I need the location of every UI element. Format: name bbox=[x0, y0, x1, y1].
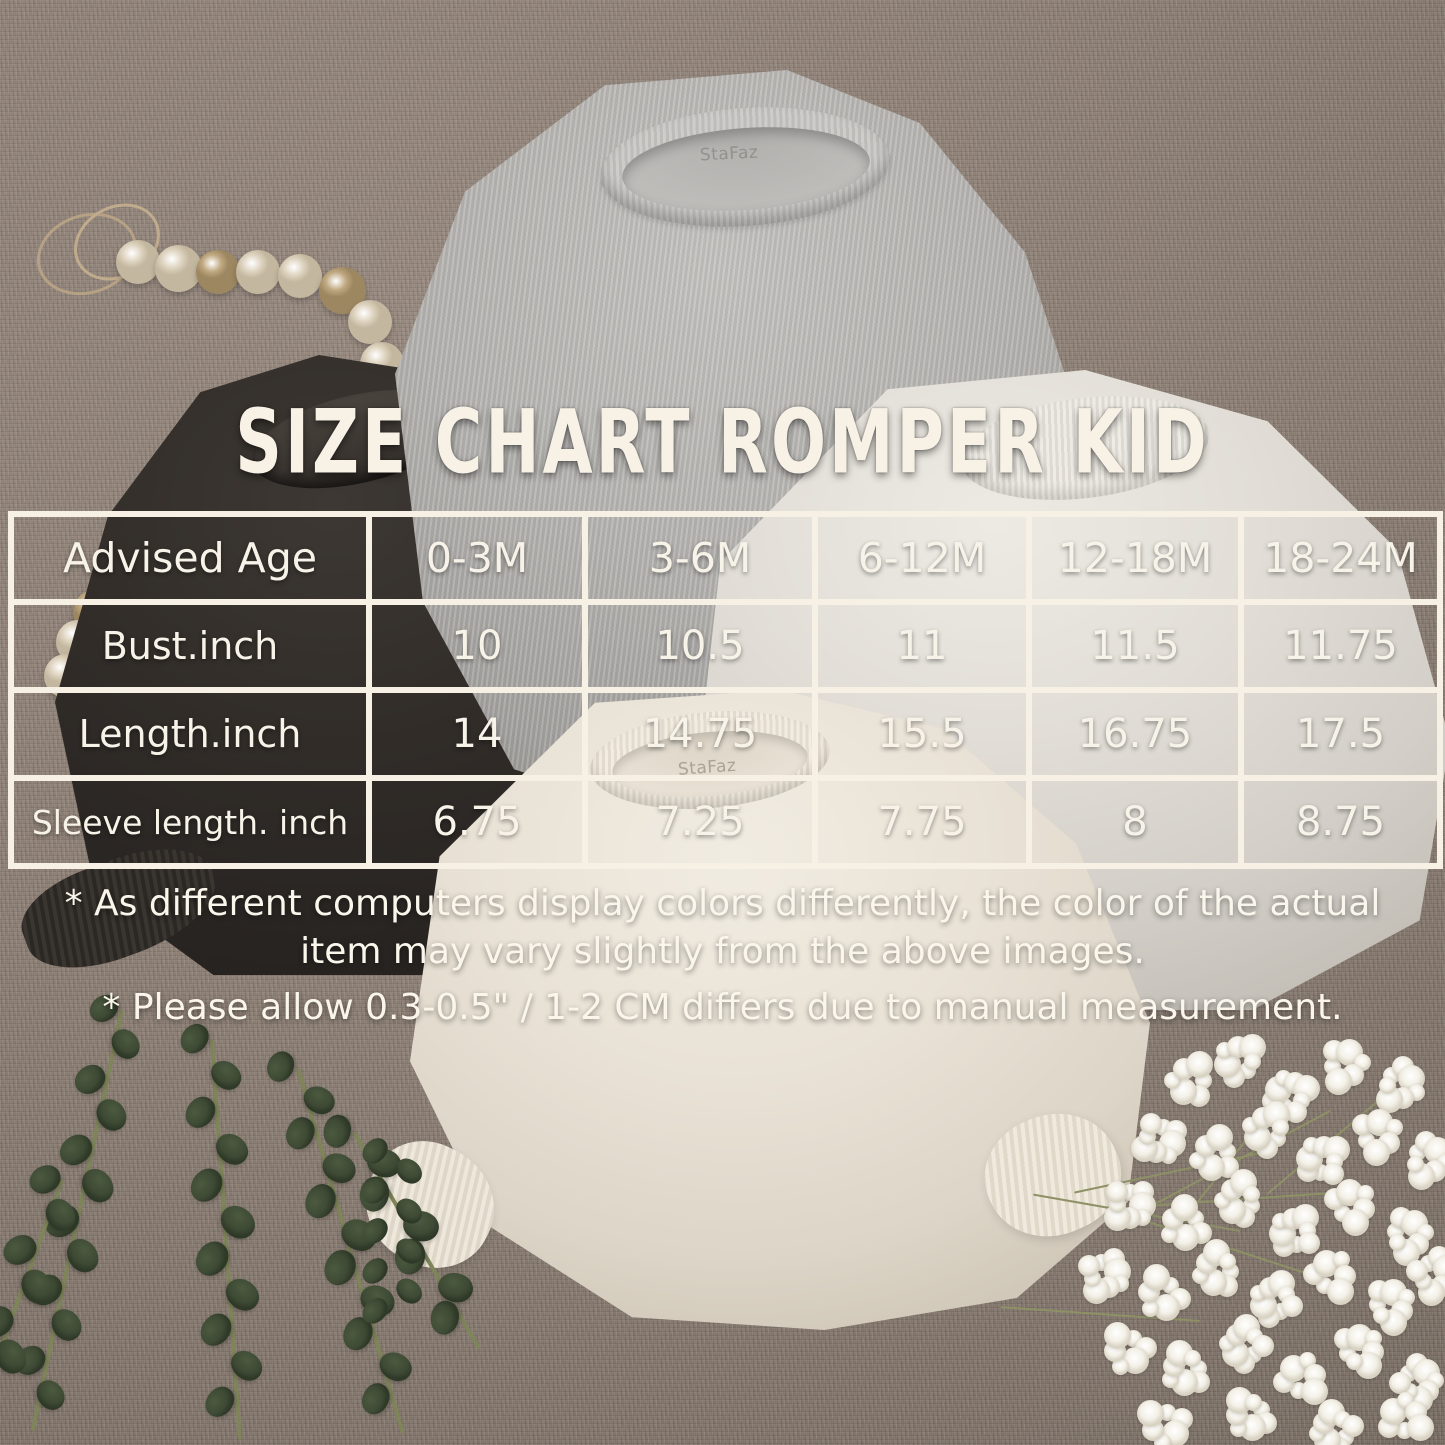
babys-breath-floret bbox=[1388, 1233, 1406, 1251]
note-color-line-1: * As different computers display colors … bbox=[64, 883, 1381, 924]
babys-breath-floret bbox=[1362, 1139, 1390, 1167]
babys-breath-floret bbox=[1161, 1226, 1179, 1244]
cell-age-18-24m: 18-24M bbox=[1238, 511, 1443, 605]
cell-age-6-12m: 6-12M bbox=[812, 511, 1032, 605]
babys-breath-floret bbox=[1333, 1251, 1351, 1269]
row-label-bust: Bust.inch bbox=[8, 599, 372, 693]
cell-bust-6-12m: 11 bbox=[812, 599, 1032, 693]
cell-sleeve-6-12m: 7.75 bbox=[812, 775, 1032, 869]
babys-breath-floret bbox=[1111, 1357, 1129, 1375]
babys-breath-floret bbox=[1432, 1254, 1445, 1282]
babys-breath-floret bbox=[1285, 1100, 1308, 1123]
garland-bead bbox=[116, 240, 160, 284]
cell-sleeve-3-6m: 7.25 bbox=[582, 775, 818, 869]
cell-bust-3-6m: 10.5 bbox=[582, 599, 818, 693]
babys-breath-floret bbox=[1280, 1295, 1303, 1318]
babys-breath-floret bbox=[1373, 1306, 1391, 1324]
garland-bead bbox=[196, 250, 240, 294]
babys-breath-floret bbox=[1170, 1193, 1198, 1221]
cell-age-3-6m: 3-6M bbox=[582, 511, 818, 605]
babys-breath-floret bbox=[1142, 1264, 1170, 1292]
cell-sleeve-18-24m: 8.75 bbox=[1238, 775, 1443, 869]
size-chart-table: Advised Age 0-3M 3-6M 6-12M 12-18M 18-24… bbox=[8, 511, 1443, 869]
garland-bead bbox=[278, 254, 322, 298]
garland-bead bbox=[154, 244, 202, 292]
cell-length-18-24m: 17.5 bbox=[1238, 687, 1443, 781]
cell-age-0-3m: 0-3M bbox=[366, 511, 588, 605]
babys-breath-floret bbox=[1140, 1113, 1163, 1136]
table-row-sleeve-length: Sleeve length. inch 6.75 7.25 7.75 8 8.7… bbox=[8, 775, 1443, 869]
babys-breath-floret bbox=[1326, 1277, 1354, 1305]
babys-breath-floret bbox=[1184, 1350, 1202, 1368]
table-row-advised-age: Advised Age 0-3M 3-6M 6-12M 12-18M 18-24… bbox=[8, 511, 1443, 605]
row-label-length: Length.inch bbox=[8, 687, 372, 781]
babys-breath-floret bbox=[1407, 1155, 1425, 1173]
babys-breath-floret bbox=[1406, 1260, 1429, 1282]
babys-breath-floret bbox=[1389, 1372, 1412, 1395]
babys-breath-floret bbox=[1137, 1400, 1165, 1428]
row-label-sleeve-length: Sleeve length. inch bbox=[8, 775, 372, 869]
babys-breath-floret bbox=[1378, 1077, 1396, 1094]
garland-bead bbox=[348, 300, 392, 344]
babys-breath-floret bbox=[1321, 1163, 1344, 1186]
cell-bust-12-18m: 11.5 bbox=[1026, 599, 1244, 693]
babys-breath-floret bbox=[1357, 1184, 1375, 1202]
garland-bead bbox=[236, 250, 280, 294]
babys-breath-floret bbox=[1272, 1119, 1290, 1137]
babys-breath-floret bbox=[1324, 1068, 1352, 1096]
babys-breath-floret bbox=[1341, 1209, 1369, 1237]
disclaimer-notes: * As different computers display colors … bbox=[24, 880, 1421, 1033]
babys-breath-floret bbox=[1346, 1353, 1364, 1371]
babys-breath-floret bbox=[1251, 1335, 1274, 1358]
row-label-advised-age: Advised Age bbox=[8, 511, 372, 605]
cell-sleeve-12-18m: 8 bbox=[1026, 775, 1244, 869]
babys-breath-floret bbox=[1104, 1321, 1132, 1349]
cell-length-12-18m: 16.75 bbox=[1026, 687, 1244, 781]
cell-sleeve-0-3m: 6.75 bbox=[366, 775, 588, 869]
babys-breath-floret bbox=[1153, 1434, 1171, 1445]
cell-length-3-6m: 14.75 bbox=[582, 687, 818, 781]
cell-age-12-18m: 12-18M bbox=[1026, 511, 1244, 605]
babys-breath-floret bbox=[1205, 1124, 1233, 1152]
babys-breath-floret bbox=[1298, 1231, 1321, 1254]
babys-breath-floret bbox=[1406, 1413, 1434, 1441]
babys-breath-floret bbox=[1219, 1252, 1237, 1270]
babys-breath-floret bbox=[1141, 1300, 1159, 1318]
page-title: SIZE CHART ROMPER KID bbox=[235, 390, 1210, 494]
cell-length-0-3m: 14 bbox=[366, 687, 588, 781]
note-measurement: * Please allow 0.3-0.5" / 1-2 CM differs… bbox=[102, 987, 1343, 1029]
babys-breath-floret bbox=[1106, 1181, 1129, 1204]
note-color-line-2: item may vary slightly from the above im… bbox=[300, 931, 1145, 973]
babys-breath-floret bbox=[1244, 1052, 1262, 1070]
table-row-length: Length.inch 14 14.75 15.5 16.75 17.5 bbox=[8, 687, 1443, 781]
cell-bust-0-3m: 10 bbox=[366, 599, 588, 693]
babys-breath-floret bbox=[1078, 1255, 1101, 1278]
babys-breath-floret bbox=[1243, 1185, 1261, 1203]
cell-length-6-12m: 15.5 bbox=[812, 687, 1032, 781]
babys-breath-floret bbox=[1341, 1415, 1364, 1438]
cell-bust-18-24m: 11.75 bbox=[1238, 599, 1443, 693]
table-row-bust: Bust.inch 10 10.5 11 11.5 11.75 bbox=[8, 599, 1443, 693]
babys-breath-floret bbox=[1185, 1050, 1213, 1078]
babys-breath-floret bbox=[1244, 1393, 1262, 1411]
